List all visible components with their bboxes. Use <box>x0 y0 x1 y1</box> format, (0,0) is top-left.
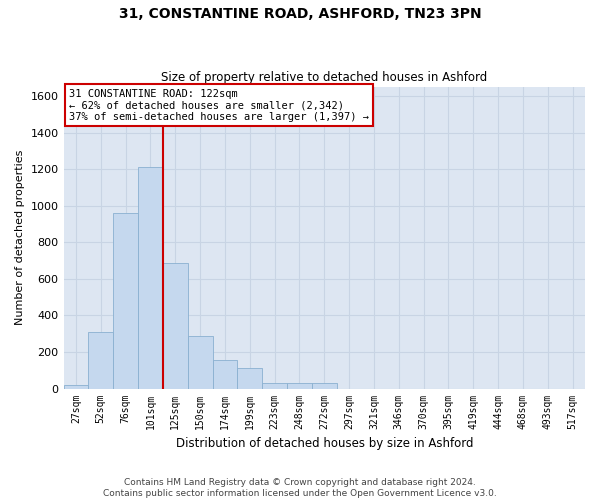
Bar <box>138 168 163 388</box>
Title: Size of property relative to detached houses in Ashford: Size of property relative to detached ho… <box>161 72 487 85</box>
Bar <box>163 264 188 388</box>
Y-axis label: Number of detached properties: Number of detached properties <box>15 150 25 326</box>
Text: 31, CONSTANTINE ROAD, ASHFORD, TN23 3PN: 31, CONSTANTINE ROAD, ASHFORD, TN23 3PN <box>119 8 481 22</box>
Bar <box>287 383 312 388</box>
Bar <box>212 360 238 388</box>
X-axis label: Distribution of detached houses by size in Ashford: Distribution of detached houses by size … <box>176 437 473 450</box>
Bar <box>88 332 113 388</box>
Bar <box>262 383 287 388</box>
Bar <box>64 385 88 388</box>
Bar <box>312 383 337 388</box>
Text: Contains HM Land Registry data © Crown copyright and database right 2024.
Contai: Contains HM Land Registry data © Crown c… <box>103 478 497 498</box>
Bar <box>238 368 262 388</box>
Bar <box>113 213 138 388</box>
Bar <box>188 336 212 388</box>
Text: 31 CONSTANTINE ROAD: 122sqm
← 62% of detached houses are smaller (2,342)
37% of : 31 CONSTANTINE ROAD: 122sqm ← 62% of det… <box>69 88 369 122</box>
